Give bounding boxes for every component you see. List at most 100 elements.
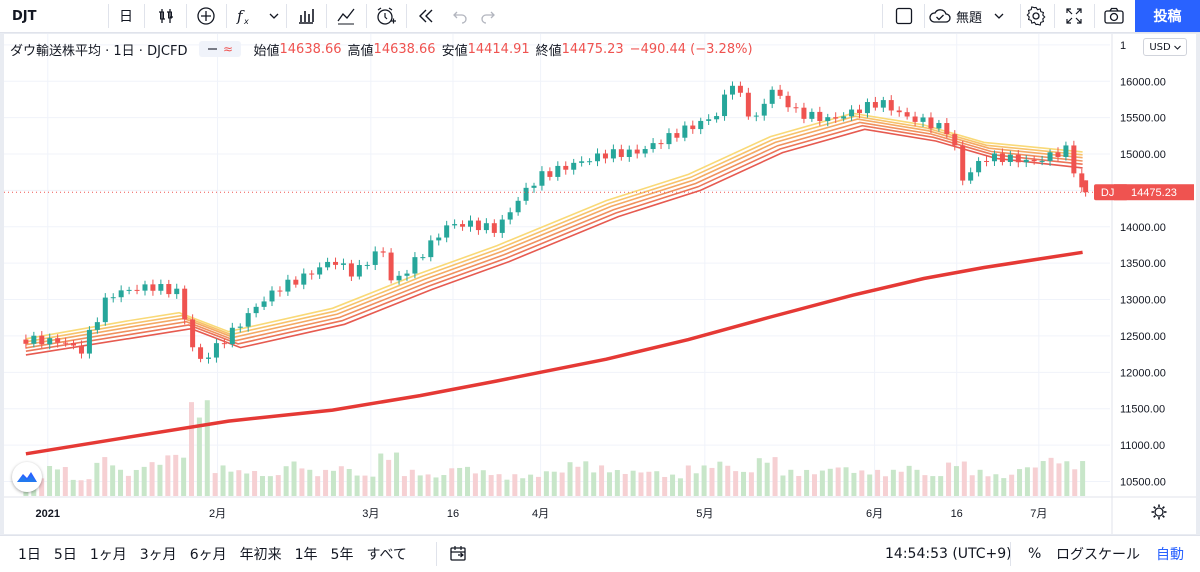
goto-date-icon[interactable] [446, 536, 470, 572]
currency-button[interactable]: USD [1143, 38, 1187, 56]
volume-bar [425, 474, 431, 496]
toolbar-divider [326, 4, 327, 28]
redo-icon[interactable] [476, 0, 500, 32]
fullscreen-icon[interactable] [1058, 0, 1090, 32]
volume-bar [94, 462, 100, 496]
templates-icon[interactable] [290, 0, 322, 32]
price-chart[interactable]: 116000.0015500.0015000.0014500.0014000.0… [4, 34, 1196, 534]
range-button[interactable]: 1ヶ月 [89, 547, 127, 563]
range-button[interactable]: 6ヶ月 [189, 547, 227, 563]
ma200-line [25, 250, 1083, 456]
candle-body [634, 149, 640, 154]
legend-toggle[interactable]: ≈ [199, 41, 242, 57]
undo-icon[interactable] [448, 0, 472, 32]
candle-body [515, 200, 521, 213]
bar-style-icon[interactable] [150, 0, 182, 32]
volume-bar [906, 465, 912, 496]
volume-bar [1056, 463, 1062, 496]
candle-body [261, 301, 267, 307]
candle-body [364, 264, 370, 266]
candle-body [23, 339, 29, 344]
bottom-toolbar: 1日 5日 1ヶ月 3ヶ月 6ヶ月 年初来 1年 5年 すべて 14:54:53 (UTC+9)… [0, 535, 1200, 572]
volume-bar [630, 470, 636, 496]
close-value: 14475.23 [561, 41, 624, 57]
candle-body [626, 149, 632, 157]
y-tick-label: 12000.00 [1120, 367, 1166, 379]
volume-bar [204, 400, 210, 496]
auto-scale-toggle[interactable]: 自動 [1156, 547, 1184, 563]
range-button[interactable]: 5年 [330, 547, 354, 563]
candle-body [483, 223, 489, 231]
compare-icon[interactable] [330, 0, 362, 32]
replay-icon[interactable] [410, 0, 442, 32]
x-tick-label: 2021 [36, 508, 60, 520]
candle-body [888, 100, 894, 111]
chevron-down-icon [1173, 45, 1181, 50]
candle-body [166, 284, 172, 295]
volume-bar [898, 471, 904, 496]
range-button[interactable]: すべて [366, 547, 407, 563]
volume-bar [323, 469, 329, 496]
settings-icon[interactable] [1022, 0, 1050, 32]
camera-icon[interactable] [1098, 0, 1130, 32]
candle-body [729, 85, 735, 95]
x-tick-label: 4月 [532, 508, 549, 520]
alert-icon[interactable] [370, 0, 402, 32]
candle-body [277, 290, 283, 292]
toolbar-divider [144, 4, 145, 28]
candle-body [761, 103, 767, 116]
tradingview-logo-icon[interactable] [12, 462, 42, 492]
candle-body [174, 288, 180, 295]
chevron-down-icon[interactable] [264, 0, 284, 32]
candle-body [55, 338, 61, 343]
save-layout-button[interactable]: 無題 [928, 0, 1020, 32]
candle-body [1007, 154, 1013, 162]
range-selector: 1日 5日 1ヶ月 3ヶ月 6ヶ月 年初来 1年 5年 すべて [0, 536, 407, 572]
candle-body [47, 338, 53, 345]
layout-icon[interactable] [888, 0, 920, 32]
candle-body [134, 289, 140, 291]
volume-bar [993, 474, 999, 496]
volume-bar [472, 473, 478, 496]
candle-body [1071, 145, 1077, 174]
candle-body [333, 261, 339, 265]
percent-toggle[interactable]: % [1028, 546, 1042, 562]
y-tick-label: 12500.00 [1120, 331, 1166, 343]
range-button[interactable]: 1日 [18, 547, 41, 563]
range-button[interactable]: 3ヶ月 [139, 547, 177, 563]
chart-pane[interactable]: 116000.0015500.0015000.0014500.0014000.0… [4, 34, 1196, 534]
candle-body [999, 153, 1005, 162]
clock-display[interactable]: 14:54:53 (UTC+9) [885, 546, 1012, 562]
symbol-search-button[interactable]: DJT [12, 8, 37, 24]
indicators-plus-icon[interactable] [190, 0, 222, 32]
volume-bar [275, 475, 281, 496]
volume-bar [804, 469, 810, 496]
log-scale-toggle[interactable]: ログスケール [1056, 547, 1140, 563]
volume-bar [212, 473, 218, 496]
interval-button[interactable]: 日 [119, 9, 133, 25]
candle-body [420, 257, 426, 259]
volume-bar [528, 474, 534, 496]
volume-bar [1001, 478, 1007, 496]
volume-bar [551, 471, 557, 496]
volume-bar [70, 479, 76, 496]
candle-body [793, 107, 799, 109]
volume-bar [228, 471, 234, 496]
volume-bar [1009, 474, 1015, 496]
candle-body [880, 100, 886, 108]
candle-body [499, 219, 505, 233]
candle-body [737, 85, 743, 93]
toolbar-divider [1054, 4, 1055, 28]
volume-bar [725, 465, 731, 496]
range-button[interactable]: 5日 [53, 547, 77, 563]
volume-bar [465, 466, 471, 496]
y-tick-label: 1 [1120, 40, 1126, 52]
gear-icon[interactable] [1151, 504, 1167, 520]
candle-body [777, 89, 783, 96]
volume-bar [741, 471, 747, 496]
symbol-description[interactable]: ダウ輸送株平均 · 1日 · DJCFD [10, 43, 188, 59]
range-button[interactable]: 1年 [294, 547, 318, 563]
publish-button[interactable]: 投稿 [1135, 0, 1200, 32]
range-button[interactable]: 年初来 [239, 547, 282, 563]
